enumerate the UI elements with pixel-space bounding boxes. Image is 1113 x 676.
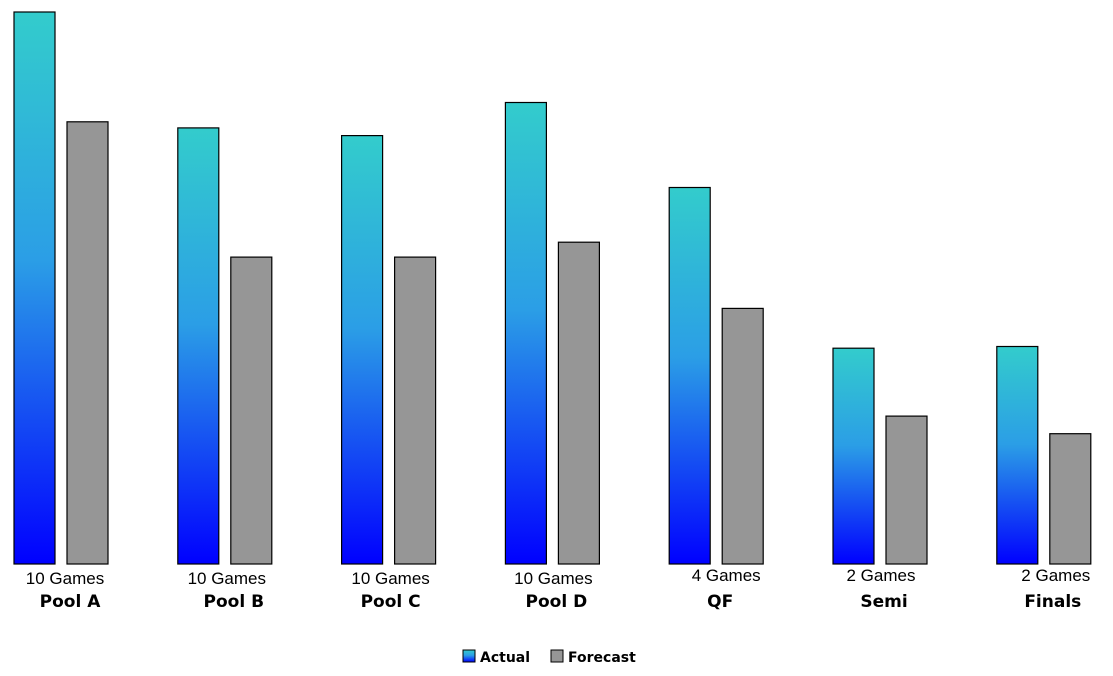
bar-actual-pool-b: [177, 127, 220, 565]
category-label: Finals: [1024, 592, 1081, 612]
bar-forecast-pool-d: [557, 241, 601, 565]
bar-actual-pool-a: [13, 11, 56, 565]
category-label: Pool D: [526, 592, 588, 612]
bar-actual-qf: [668, 186, 711, 565]
bar-forecast-finals: [1049, 433, 1092, 565]
bar-actual-pool-c: [341, 135, 384, 565]
legend-label-actual: Actual: [480, 650, 530, 666]
bar-actual-pool-d: [504, 101, 547, 565]
bar-forecast-pool-c: [394, 256, 437, 565]
bars-group: [13, 11, 1092, 565]
games-count-label: 10 Games: [188, 569, 266, 588]
category-label: Pool A: [40, 592, 102, 612]
bar-actual-semi: [832, 347, 875, 565]
legend-swatch-actual: [462, 649, 476, 663]
category-label: Pool B: [204, 592, 265, 612]
games-count-label: 2 Games: [847, 566, 916, 585]
bar-forecast-pool-a: [66, 121, 109, 565]
legend-label-forecast: Forecast: [568, 650, 636, 666]
bar-actual-finals: [996, 345, 1039, 565]
legend-swatch-forecast: [550, 649, 564, 663]
category-label: Pool C: [361, 592, 421, 612]
games-count-label: 10 Games: [514, 569, 592, 588]
bar-forecast-qf: [721, 307, 764, 565]
games-count-label: 2 Games: [1021, 566, 1090, 585]
games-count-label: 10 Games: [351, 569, 429, 588]
category-label: Semi: [860, 592, 907, 612]
bar-forecast-semi: [885, 415, 928, 565]
bar-forecast-pool-b: [230, 256, 273, 565]
category-labels-group: 10 Games Pool A 10 Games Pool B 10 Games Pool…: [26, 566, 1091, 612]
games-count-label: 10 Games: [26, 569, 104, 588]
legend: Actual Forecast: [462, 649, 636, 666]
games-count-label: 4 Games: [692, 566, 761, 585]
category-label: QF: [707, 592, 733, 612]
